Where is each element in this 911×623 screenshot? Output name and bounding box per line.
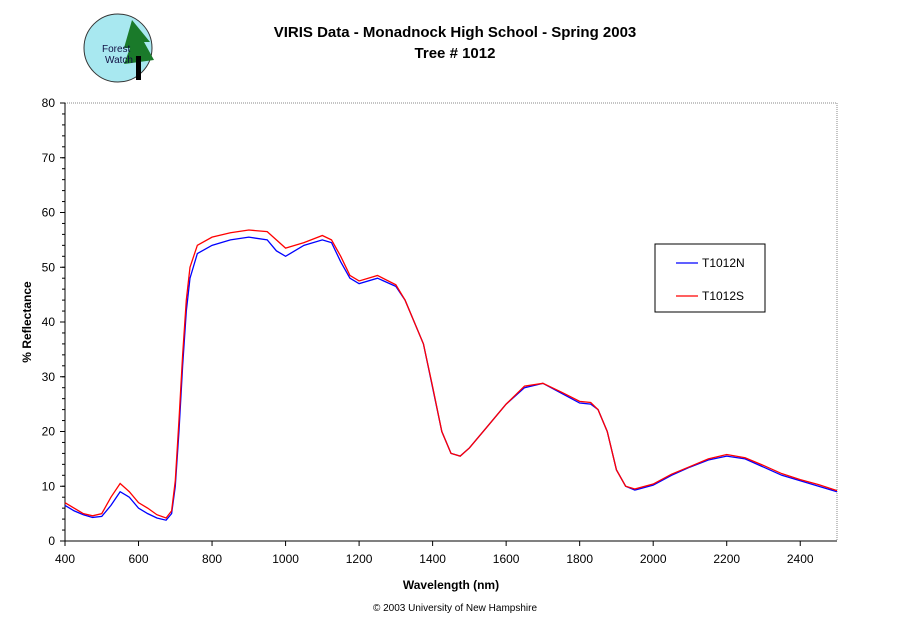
plot-area [64,102,838,542]
legend-label: T1012N [702,256,745,270]
y-tick-label: 50 [42,260,56,274]
legend [654,243,766,313]
y-tick-label: 0 [48,534,55,548]
y-tick-label: 80 [42,96,56,110]
svg-text:Watch: Watch [105,55,133,66]
forest-watch-logo: Forest Watch [83,13,154,83]
legend-label: T1012S [702,289,744,303]
x-tick-label: 1000 [272,552,299,566]
chart-title: VIRIS Data - Monadnock High School - Spr… [274,24,637,41]
x-tick-label: 1200 [346,552,373,566]
x-tick-label: 2400 [787,552,814,566]
x-tick-label: 1400 [419,552,446,566]
y-axis-label: % Reflectance [20,281,34,363]
chart-subtitle: Tree # 1012 [415,45,496,62]
y-tick-label: 60 [42,206,56,220]
y-tick-label: 10 [42,479,56,493]
y-tick-label: 20 [42,425,56,439]
x-tick-label: 2000 [640,552,667,566]
x-tick-label: 1800 [566,552,593,566]
series-line-T1012N [64,236,838,521]
x-tick-label: 1600 [493,552,520,566]
copyright-footer: © 2003 University of New Hampshire [373,603,538,614]
y-tick-label: 40 [42,315,56,329]
x-tick-label: 800 [202,552,222,566]
y-tick-label: 30 [42,370,56,384]
x-axis-label: Wavelength (nm) [403,578,499,592]
x-tick-label: 2200 [713,552,740,566]
series-line-T1012S [64,229,838,519]
x-tick-label: 400 [55,552,75,566]
svg-text:Forest: Forest [102,44,131,55]
tree-icon [124,20,154,64]
x-tick-label: 600 [129,552,149,566]
y-tick-label: 70 [42,151,56,165]
